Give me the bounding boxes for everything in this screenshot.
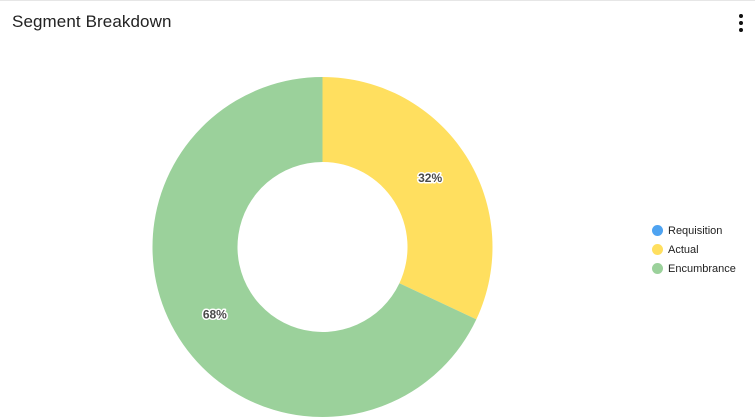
slice-label-encumbrance: 68%	[203, 307, 227, 321]
more-vertical-icon-dot-3	[739, 28, 743, 32]
slice-encumbrance[interactable]	[152, 77, 477, 417]
legend-label-encumbrance: Encumbrance	[668, 262, 736, 275]
slice-label-actual: 32%	[418, 171, 442, 185]
legend-swatch-encumbrance	[652, 263, 663, 274]
legend-item-encumbrance[interactable]: Encumbrance	[652, 259, 736, 278]
legend-item-actual[interactable]: Actual	[652, 240, 736, 259]
legend-swatch-requisition	[652, 225, 663, 236]
legend-label-actual: Actual	[668, 243, 699, 256]
legend-swatch-actual	[652, 244, 663, 255]
more-options-button[interactable]	[733, 11, 749, 35]
slice-actual[interactable]	[322, 77, 493, 320]
legend-item-requisition[interactable]: Requisition	[652, 221, 736, 240]
legend-label-requisition: Requisition	[668, 224, 723, 237]
chart-legend: Requisition Actual Encumbrance	[652, 221, 736, 278]
more-vertical-icon	[739, 14, 743, 18]
chart-title: Segment Breakdown	[12, 12, 172, 31]
more-vertical-icon-dot-2	[739, 21, 743, 25]
